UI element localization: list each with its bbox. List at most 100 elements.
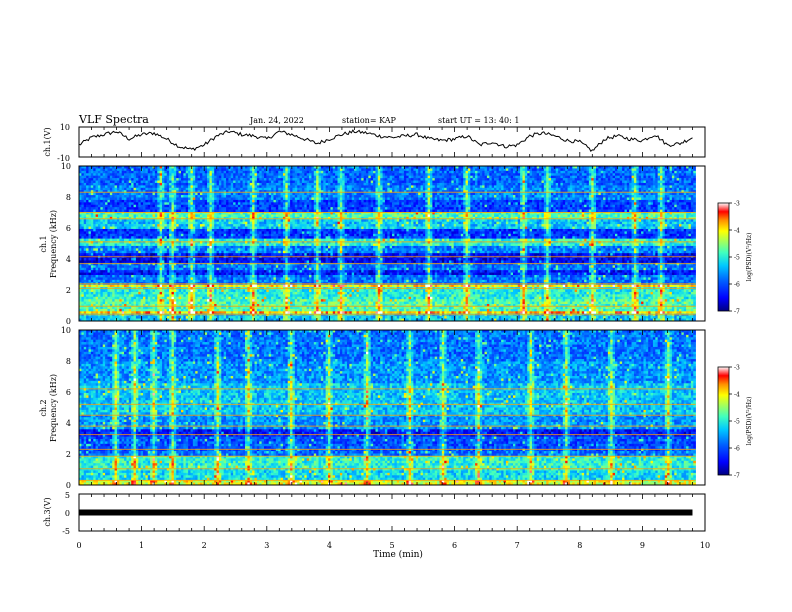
spectrogram-cell: [373, 180, 376, 184]
spectrogram-cell: [669, 192, 673, 196]
spectrogram-cell: [266, 195, 270, 198]
spectrogram-cell: [667, 173, 670, 176]
spectrogram-cell: [660, 190, 663, 193]
spectrogram-cell: [477, 175, 481, 179]
spectrogram-cell: [183, 204, 187, 208]
spectrogram-cell: [261, 199, 265, 203]
spectrogram-cell: [560, 190, 564, 193]
spectrogram-cell: [154, 199, 158, 203]
spectrogram-cell: [150, 202, 153, 206]
spectrogram-cell: [330, 199, 334, 203]
spectrogram-cell: [584, 199, 587, 203]
spectrogram-cell: [420, 166, 424, 169]
spectrogram-cell: [221, 166, 224, 169]
spectrogram-cell: [90, 192, 94, 196]
spectrogram-cell: [79, 168, 82, 172]
spectrogram-cell: [603, 185, 606, 189]
spectrogram-cell: [660, 192, 663, 196]
spectrogram-cell: [311, 166, 315, 169]
spectrogram-cell: [356, 202, 360, 206]
spectrogram-cell: [384, 190, 388, 193]
spectrogram-cell: [166, 173, 170, 176]
spectrogram-cell: [472, 207, 476, 210]
spectrogram-cell: [145, 173, 149, 176]
spectrogram-cell: [607, 190, 611, 193]
spectrogram-cell: [662, 197, 666, 201]
spectrogram-cell: [600, 202, 604, 206]
spectrogram-cell: [169, 199, 172, 203]
spectrogram-cell: [370, 190, 374, 193]
spectrogram-cell: [173, 166, 177, 169]
spectrogram-cell: [116, 187, 120, 191]
spectrogram-cell: [124, 209, 127, 213]
spectrogram-cell: [508, 173, 511, 176]
spectrogram-cell: [546, 202, 549, 206]
spectrogram-cell: [271, 204, 274, 208]
spectrogram-cell: [425, 166, 428, 169]
spectrogram-cell: [522, 168, 526, 172]
spectrogram-cell: [294, 190, 298, 193]
spectrogram-cell: [81, 204, 85, 208]
spectrogram-cell: [282, 195, 286, 198]
spectrogram-cell: [263, 187, 267, 191]
spectrogram-cell: [548, 207, 552, 210]
spectrogram-cell: [79, 197, 82, 201]
spectrogram-cell: [456, 175, 459, 179]
spectrogram-cell: [124, 202, 127, 206]
spectrogram-cell: [268, 178, 272, 181]
spectrogram-cell: [166, 202, 170, 206]
spectrogram-cell: [688, 202, 692, 206]
spectrogram-cell: [309, 178, 312, 181]
spectrogram-cell: [147, 173, 151, 176]
spectrogram-cell: [380, 175, 383, 179]
spectrogram-cell: [164, 170, 168, 174]
spectrogram-cell: [105, 207, 108, 210]
spectrogram-cell: [116, 180, 120, 184]
spectrogram-cell: [121, 202, 125, 206]
spectrogram-cell: [237, 182, 241, 186]
spectrogram-cell: [406, 168, 409, 172]
spectrogram-cell: [522, 202, 526, 206]
spectrogram-cell: [624, 192, 628, 196]
spectrogram-cell: [387, 197, 390, 201]
spectrogram-cell: [320, 209, 324, 213]
spectrogram-cell: [285, 173, 288, 176]
spectrogram-cell: [107, 190, 111, 193]
spectrogram-cell: [513, 180, 516, 184]
spectrogram-cell: [531, 190, 535, 193]
spectrogram-cell: [226, 180, 229, 184]
spectrogram-cell: [197, 185, 201, 189]
spectrogram-cell: [451, 182, 455, 186]
spectrogram-cell: [233, 209, 236, 213]
spectrogram-cell: [463, 192, 466, 196]
spectrogram-cell: [346, 209, 350, 213]
spectrogram-cell: [297, 207, 300, 210]
spectrogram-cell: [176, 195, 179, 198]
spectrogram-cell: [323, 187, 326, 191]
spectrogram-cell: [183, 209, 187, 213]
spectrogram-cell: [524, 190, 528, 193]
spectrogram-cell: [662, 175, 666, 179]
spectrogram-cell: [114, 195, 118, 198]
spectrogram-cell: [657, 202, 661, 206]
spectrogram-cell: [133, 168, 137, 172]
spectrogram-cell: [354, 182, 357, 186]
spectrogram-cell: [351, 166, 355, 169]
spectrogram-cell: [183, 197, 187, 201]
spectrogram-cell: [358, 185, 362, 189]
spectrogram-cell: [429, 168, 433, 172]
spectrogram-cell: [612, 168, 616, 172]
spectrogram-cell: [482, 178, 485, 181]
spectrogram-cell: [282, 185, 286, 189]
spectrogram-cell: [93, 204, 96, 208]
spectrogram-cell: [655, 204, 658, 208]
spectrogram-cell: [119, 182, 122, 186]
spectrogram-cell: [173, 190, 177, 193]
spectrogram-cell: [237, 166, 241, 169]
spectrogram-cell: [233, 199, 236, 203]
spectrogram-cell: [387, 178, 390, 181]
spectrogram-cell: [173, 204, 177, 208]
spectrogram-cell: [271, 207, 274, 210]
spectrogram-cell: [375, 180, 379, 184]
spectrogram-cell: [358, 192, 362, 196]
